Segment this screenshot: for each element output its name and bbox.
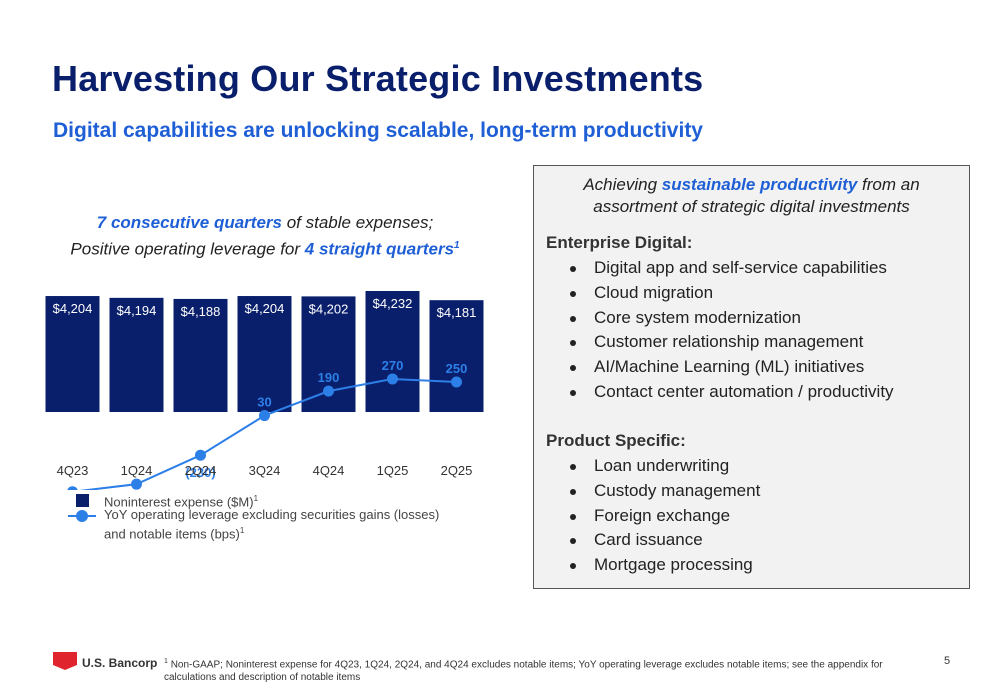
product-specific-item: Card issuance <box>564 528 760 553</box>
x-axis-tick-label: 1Q25 <box>377 463 409 478</box>
chart-heading-highlight-2: 4 straight quarters <box>304 239 455 259</box>
enterprise-digital-title: Enterprise Digital: <box>546 233 693 252</box>
x-axis-tick-label: 1Q24 <box>121 463 153 478</box>
strategic-investments-panel: Achieving sustainable productivity from … <box>533 165 970 589</box>
product-specific-title: Product Specific: <box>546 431 686 450</box>
chart-heading: 7 consecutive quarters of stable expense… <box>30 211 500 261</box>
product-specific-item: Mortgage processing <box>564 553 760 578</box>
enterprise-digital-item: AI/Machine Learning (ML) initiatives <box>564 355 894 380</box>
leverage-point <box>131 478 142 490</box>
chart-heading-text-1: of stable expenses; <box>281 213 434 232</box>
panel-heading: Achieving sustainable productivity from … <box>583 175 920 216</box>
expense-bar <box>45 296 100 412</box>
us-bancorp-logo-icon <box>53 652 77 670</box>
leverage-point <box>451 376 462 388</box>
expense-bar-label: $4,194 <box>117 303 157 318</box>
expense-bar-label: $4,232 <box>373 296 413 311</box>
leverage-point <box>387 373 398 385</box>
leverage-data-label: 190 <box>318 370 340 385</box>
enterprise-digital-item: Core system modernization <box>564 306 894 331</box>
expense-leverage-chart: $4,204 $4,194 $4,188 $4,204 $4,202 $4,232 $4,1… <box>45 291 484 490</box>
page-title: Harvesting Our Strategic Investments <box>52 58 704 99</box>
logo-text: U.S. Bancorp <box>82 656 158 670</box>
expense-bar <box>429 300 484 412</box>
leverage-point <box>259 410 270 422</box>
leverage-data-label: 30 <box>257 395 271 410</box>
x-axis-tick-label: 3Q24 <box>249 463 281 478</box>
product-specific-item: Custody management <box>564 479 760 504</box>
enterprise-digital-item: Digital app and self-service capabilitie… <box>564 256 894 281</box>
product-specific-list: Loan underwriting Custody management Forei… <box>564 454 760 578</box>
product-specific-item: Foreign exchange <box>564 504 760 529</box>
expense-bar <box>237 296 292 412</box>
chart-heading-highlight-1: 7 consecutive quarters <box>96 213 282 232</box>
legend-expense-swatch <box>76 494 89 507</box>
chart-heading-footnote-mark: 1 <box>454 240 460 251</box>
page-number: 5 <box>944 655 951 667</box>
leverage-point <box>323 385 334 397</box>
expense-bar-label: $4,188 <box>181 304 221 319</box>
expense-bar-label: $4,204 <box>245 301 285 316</box>
expense-bar-label: $4,181 <box>437 305 477 320</box>
product-specific-item: Loan underwriting <box>564 454 760 479</box>
panel-heading-highlight: sustainable productivity <box>661 175 858 194</box>
chart-heading-text-2: Positive operating leverage for <box>70 239 305 259</box>
leverage-data-label: 250 <box>446 361 468 376</box>
legend-leverage-marker <box>76 510 88 522</box>
leverage-point <box>195 449 206 461</box>
x-axis-tick-label: 2Q24 <box>185 463 217 478</box>
leverage-data-label: (230) <box>185 465 215 480</box>
legend-expense-label: Noninterest expense ($M)1 <box>104 494 259 510</box>
enterprise-digital-list: Digital app and self-service capabilitie… <box>564 256 894 405</box>
expense-bar <box>109 297 164 412</box>
leverage-point <box>67 486 78 490</box>
enterprise-digital-item: Customer relationship management <box>564 330 894 355</box>
expense-bar-label: $4,202 <box>309 301 349 316</box>
x-axis-tick-label: 4Q23 <box>57 463 89 478</box>
enterprise-digital-item: Cloud migration <box>564 281 894 306</box>
enterprise-digital-item: Contact center automation / productivity <box>564 380 894 405</box>
leverage-data-label: 270 <box>382 358 404 373</box>
x-axis-tick-label: 4Q24 <box>313 463 345 478</box>
x-axis-tick-label: 2Q25 <box>441 463 473 478</box>
page-subtitle: Digital capabilities are unlocking scala… <box>53 119 703 142</box>
legend-leverage-label: YoY operating leverage excluding securit… <box>104 507 440 542</box>
expense-bar-label: $4,204 <box>53 301 93 316</box>
expense-bar <box>173 298 228 412</box>
expense-bar <box>365 291 420 412</box>
footnote: 1 Non-GAAP; Noninterest expense for 4Q23… <box>164 658 883 684</box>
